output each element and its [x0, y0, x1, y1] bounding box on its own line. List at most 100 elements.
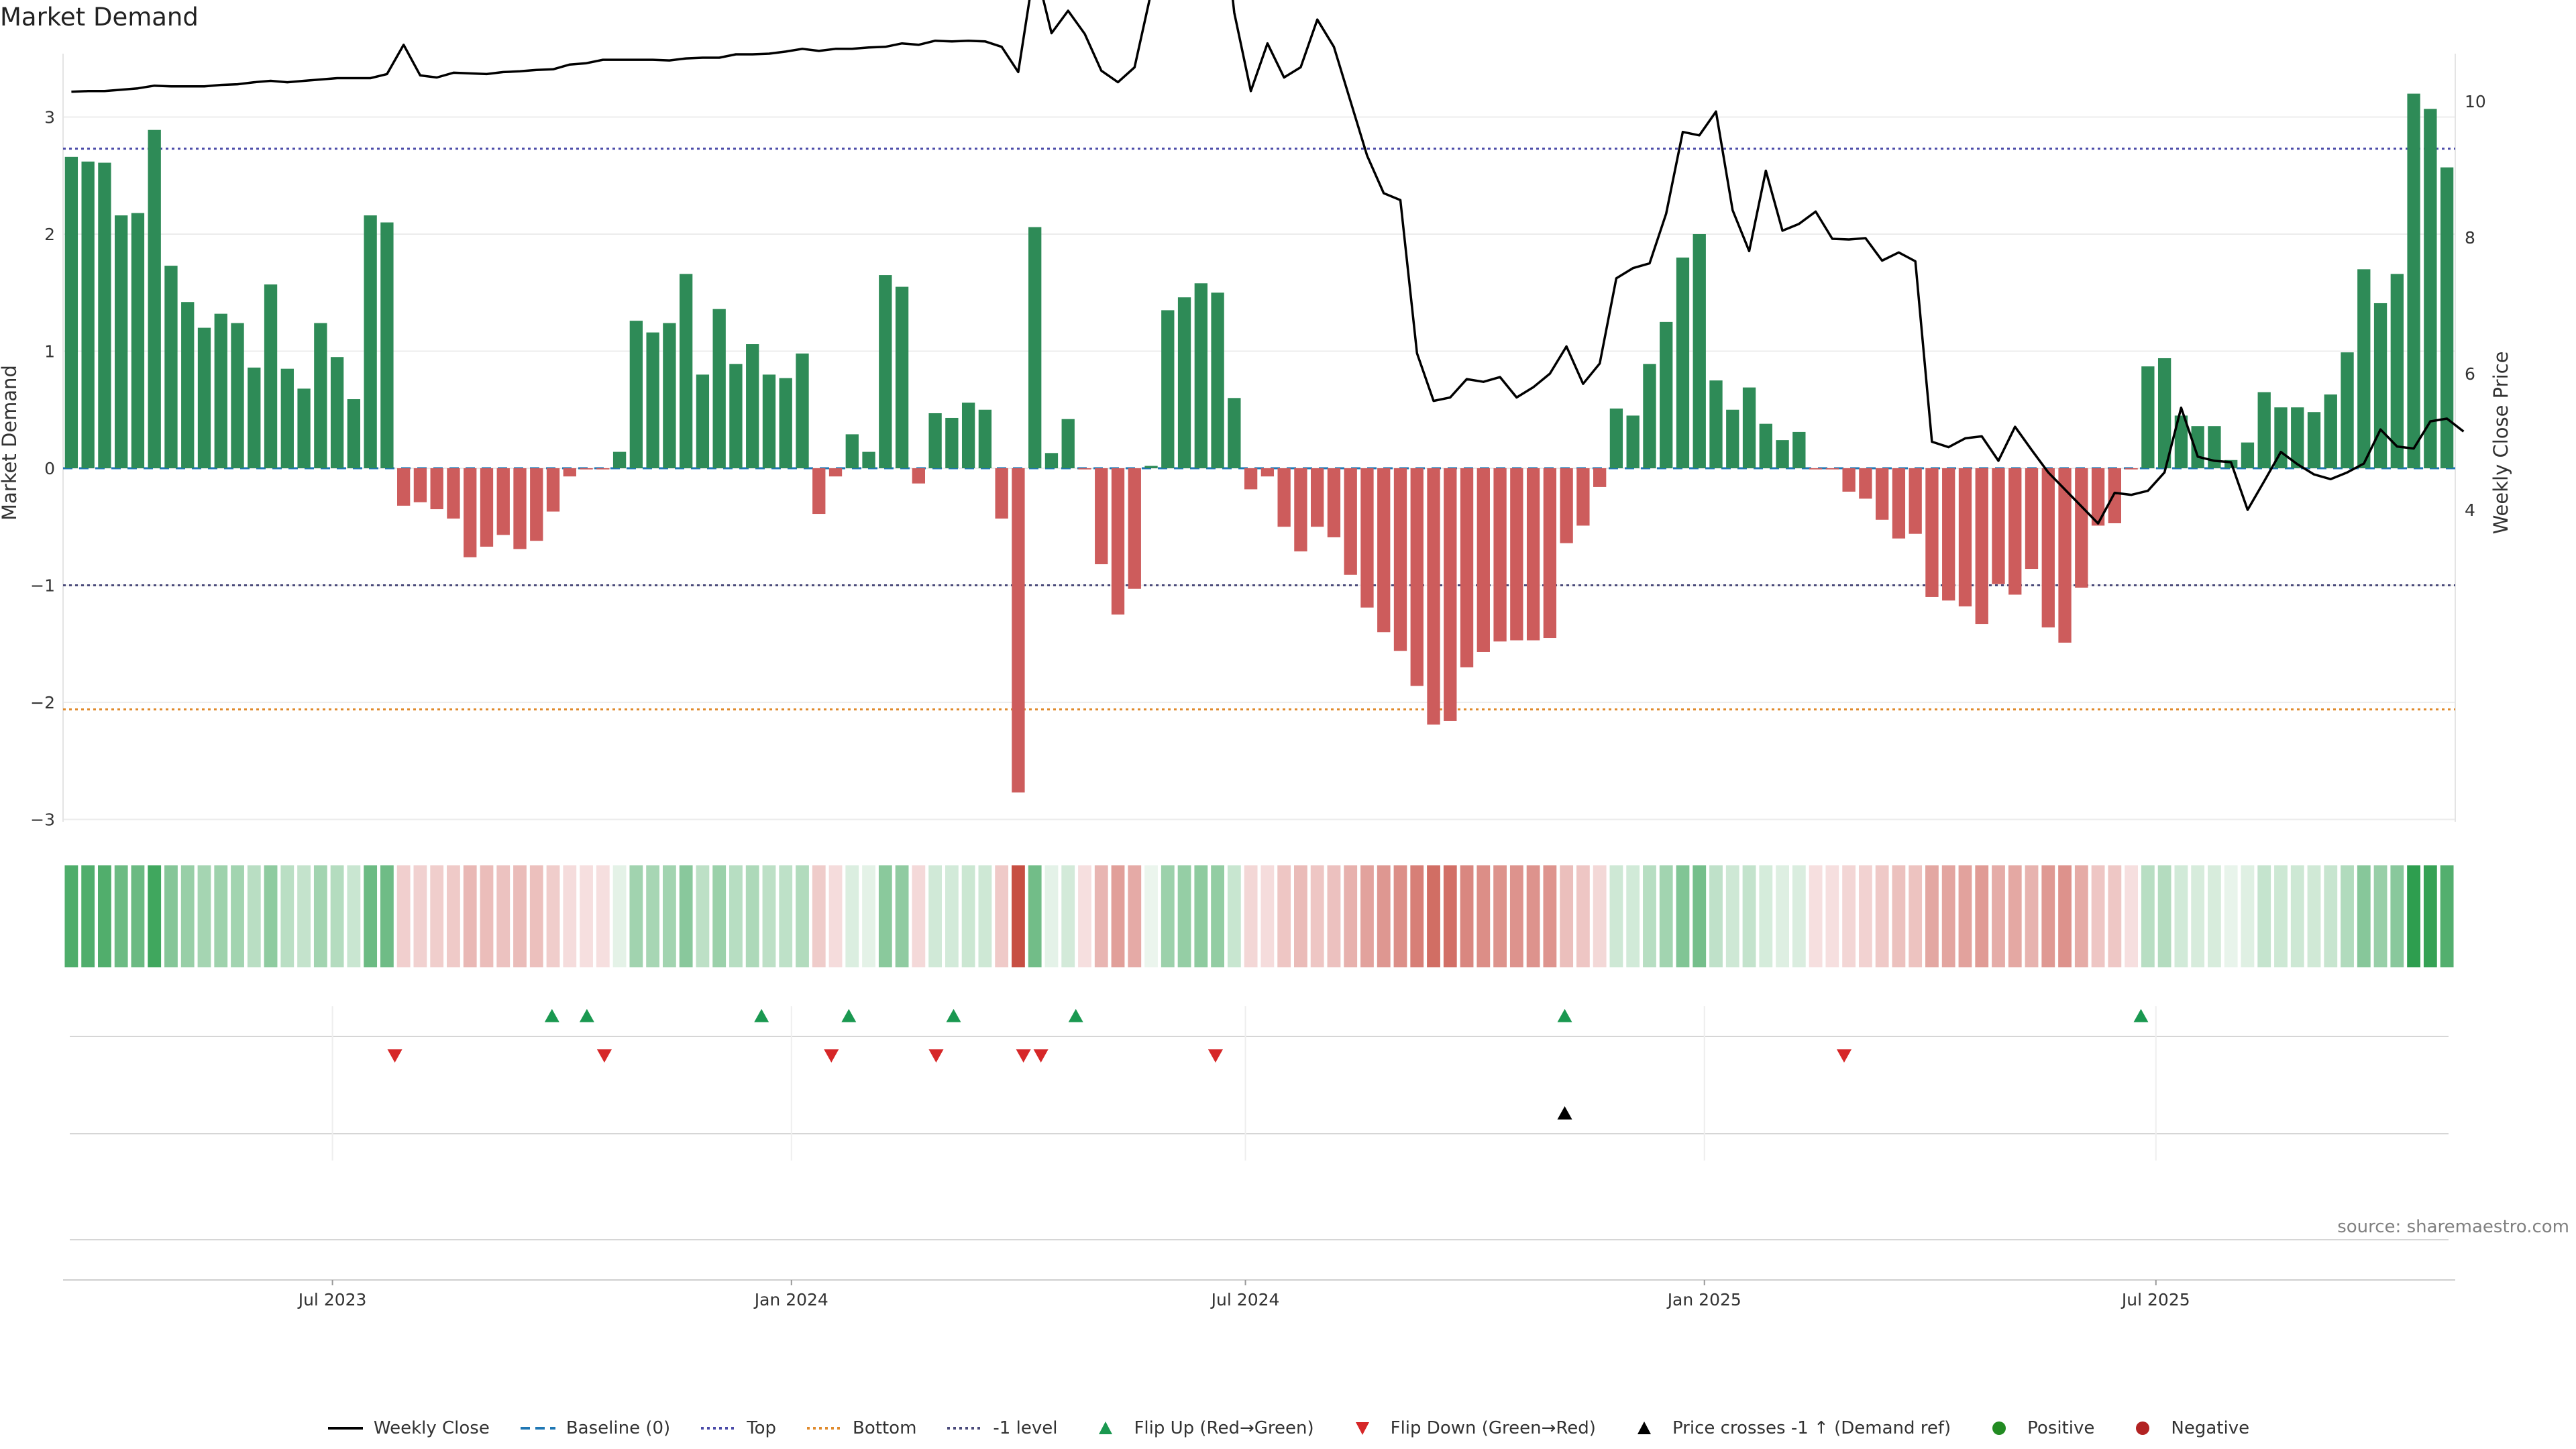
- y-tick-label: 1: [44, 342, 55, 362]
- heat-cell: [1410, 865, 1424, 967]
- heat-cell: [546, 865, 560, 967]
- y-tick-label: 0: [44, 459, 55, 478]
- demand-bar: [1095, 468, 1108, 565]
- demand-bar: [1144, 466, 1158, 468]
- heat-cell: [796, 865, 809, 967]
- heat-cell: [347, 865, 361, 967]
- price-line-layer: [71, 0, 2465, 525]
- demand-bar: [762, 374, 776, 468]
- heat-cell: [845, 865, 859, 967]
- demand-bar: [1427, 468, 1440, 725]
- demand-bar: [712, 309, 726, 468]
- heat-cell: [114, 865, 128, 967]
- demand-bar: [1493, 468, 1507, 642]
- heat-cell: [2290, 865, 2304, 967]
- demand-bar: [1676, 257, 1690, 468]
- y2-tick-label: 6: [2465, 364, 2475, 384]
- heat-cell: [1294, 865, 1307, 967]
- demand-bar: [1543, 468, 1557, 639]
- legend-label: Negative: [2171, 1418, 2250, 1438]
- legend-label: Top: [747, 1418, 777, 1438]
- demand-bar: [1742, 387, 1756, 468]
- demand-bar: [2108, 468, 2121, 524]
- demand-bar: [447, 468, 460, 519]
- heat-cell: [1194, 865, 1208, 967]
- demand-heat-strip: [64, 865, 2454, 967]
- legend-label: Baseline (0): [566, 1418, 671, 1438]
- flip-down-marker: [1033, 1049, 1049, 1063]
- heat-cell: [2440, 865, 2454, 967]
- heat-cell: [1377, 865, 1391, 967]
- demand-bar: [214, 313, 227, 468]
- heat-cell: [2041, 865, 2055, 967]
- demand-bar: [264, 284, 278, 468]
- demand-bar: [115, 215, 128, 468]
- heat-cell: [1477, 865, 1491, 967]
- heat-cell: [197, 865, 211, 967]
- heat-cell: [1842, 865, 1856, 967]
- heat-cell: [2174, 865, 2188, 967]
- demand-bar: [1942, 468, 1955, 601]
- legend-item: Bottom: [806, 1418, 916, 1438]
- y-tick-label: −3: [30, 810, 55, 830]
- heat-cell: [2241, 865, 2255, 967]
- heat-cell: [828, 865, 843, 967]
- demand-bar: [1161, 310, 1175, 468]
- heat-cell: [961, 865, 975, 967]
- heat-cell: [2074, 865, 2088, 967]
- dotted-line-icon: [946, 1418, 983, 1438]
- demand-bar: [828, 468, 843, 477]
- demand-bar: [1078, 468, 1091, 470]
- date-axis: Jul 2023 Jan 2024 Jul 2024 Jan 2025 Jul 2025: [63, 1279, 2455, 1309]
- demand-bar: [945, 417, 959, 468]
- demand-bar: [1909, 468, 1922, 534]
- demand-bar: [629, 321, 643, 468]
- heat-cell: [1875, 865, 1889, 967]
- demand-bar: [2291, 407, 2304, 468]
- demand-bar: [2424, 109, 2437, 468]
- demand-bar: [1825, 468, 1839, 470]
- demand-bar: [1643, 364, 1656, 468]
- circle-icon: [2124, 1418, 2161, 1438]
- demand-bars: [64, 93, 2454, 793]
- demand-bar: [1211, 292, 1224, 468]
- heat-cell: [81, 865, 95, 967]
- heat-cell: [1676, 865, 1690, 967]
- heat-cell: [2091, 865, 2105, 967]
- demand-bar: [397, 468, 411, 506]
- y-tick-label: 2: [44, 225, 55, 244]
- demand-bar: [696, 374, 710, 468]
- demand-bar: [81, 161, 95, 468]
- heat-cell: [2373, 865, 2387, 967]
- demand-bar: [2357, 269, 2371, 468]
- demand-bar: [1294, 468, 1307, 551]
- heat-cell: [1693, 865, 1707, 967]
- demand-bar: [181, 302, 195, 468]
- heat-cell: [1975, 865, 1989, 967]
- demand-bar: [2058, 468, 2072, 643]
- heat-cell: [1992, 865, 2005, 967]
- heat-cell: [1310, 865, 1324, 967]
- heat-cell: [1044, 865, 1059, 967]
- heat-cell: [2357, 865, 2371, 967]
- demand-bar: [430, 468, 443, 510]
- demand-bar: [1776, 440, 1789, 468]
- demand-bar: [1859, 468, 1872, 499]
- heat-cell: [480, 865, 494, 967]
- heat-cell: [496, 865, 511, 967]
- demand-bar: [1128, 468, 1141, 589]
- demand-bar: [2208, 426, 2221, 468]
- flip-up-marker: [841, 1009, 857, 1022]
- demand-bar: [563, 468, 576, 477]
- heat-cell: [1543, 865, 1557, 967]
- heat-cell: [679, 865, 693, 967]
- demand-bar: [845, 434, 859, 468]
- demand-bar: [1693, 234, 1706, 468]
- legend-label: Price crosses -1 ↑ (Demand ref): [1672, 1418, 1951, 1438]
- heat-cell: [1659, 865, 1673, 967]
- flip-up-marker: [946, 1009, 961, 1022]
- heat-cell: [2108, 865, 2122, 967]
- y2-axis-label: Weekly Close Price: [2489, 352, 2512, 535]
- heat-cell: [2058, 865, 2072, 967]
